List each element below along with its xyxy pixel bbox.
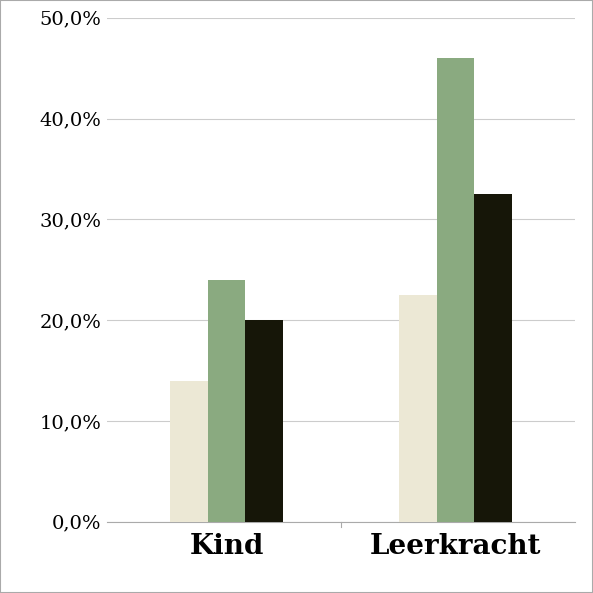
Bar	[398, 295, 436, 522]
Bar	[246, 320, 283, 522]
Bar	[436, 58, 474, 522]
Bar	[474, 195, 512, 522]
Bar	[208, 280, 246, 522]
Bar	[170, 381, 208, 522]
